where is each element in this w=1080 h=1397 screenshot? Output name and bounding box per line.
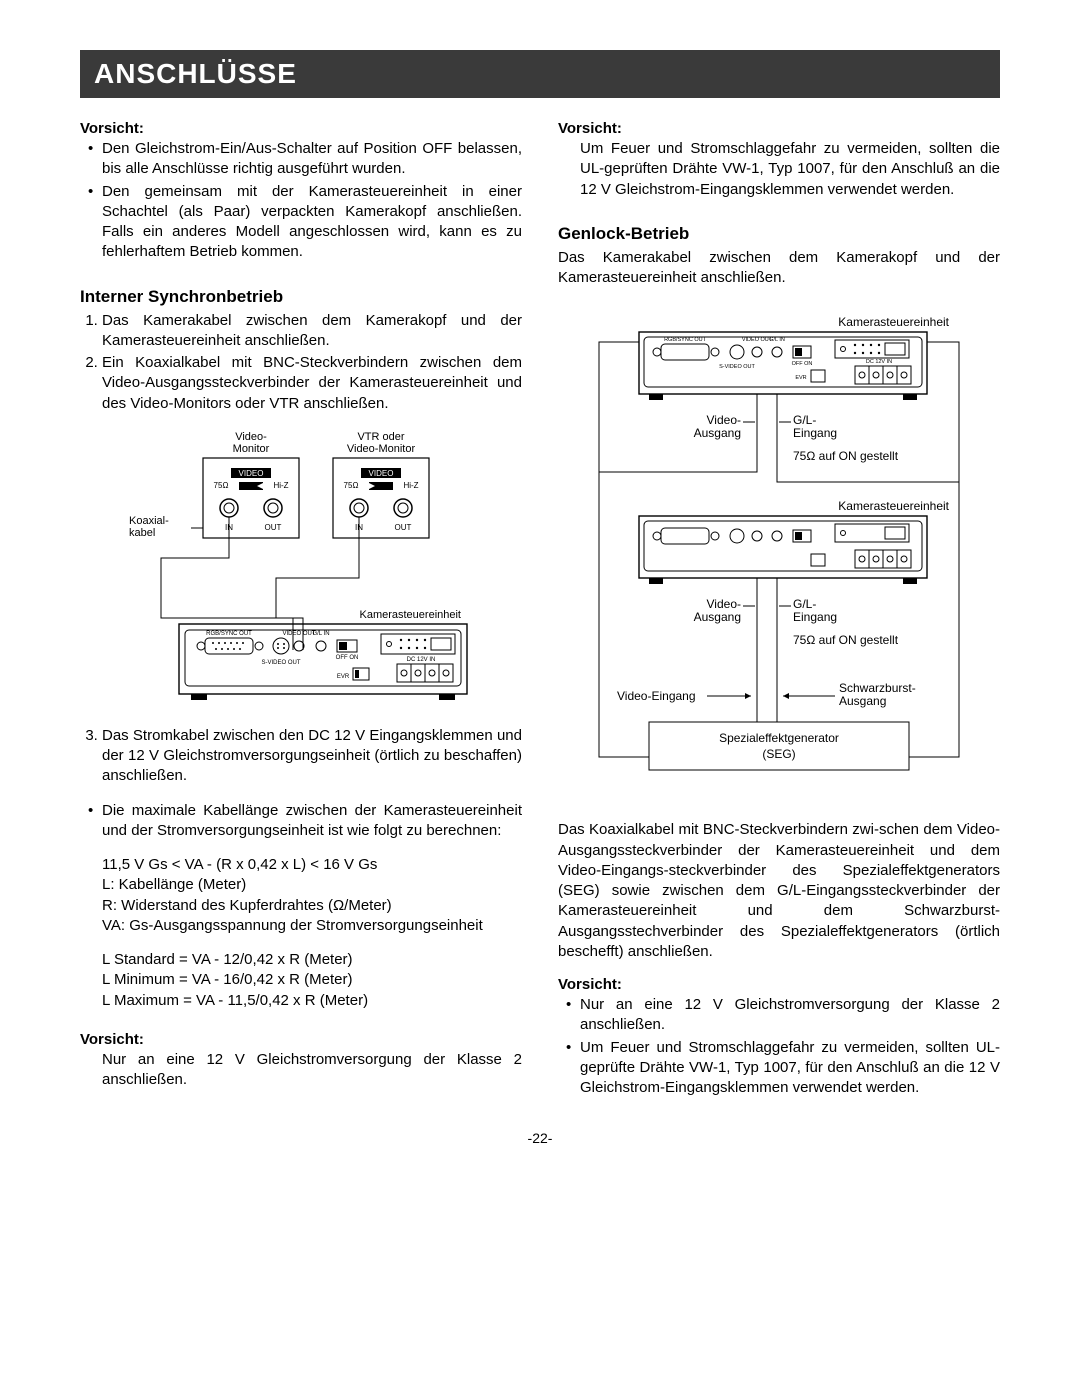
section-heading: Interner Synchronbetrieb xyxy=(80,287,522,307)
label-video-ausgang: Video-Ausgang xyxy=(694,413,741,440)
label-75-on: 75Ω auf ON gestellt xyxy=(793,633,899,647)
label-ccu: Kamerasteuereinheit xyxy=(838,315,949,329)
label-video-ausgang: Video-Ausgang xyxy=(694,597,741,624)
length-line: L Maximum = VA - 11,5/0,42 x R (Meter) xyxy=(102,991,522,1011)
caution-label: Vorsicht: xyxy=(80,120,522,137)
page-title: ANSCHLÜSSE xyxy=(94,58,986,90)
step-item: Das Kamerakabel zwischen dem Kamerakopf … xyxy=(102,311,522,352)
label-video-monitor: Video-Monitor xyxy=(233,431,270,455)
svg-text:RGB/SYNC OUT: RGB/SYNC OUT xyxy=(664,337,707,343)
step-list: Das Kamerakabel zwischen dem Kamerakopf … xyxy=(80,311,522,414)
left-column: Vorsicht: Den Gleichstrom-Ein/Aus-Schalt… xyxy=(80,120,522,1100)
content-columns: Vorsicht: Den Gleichstrom-Ein/Aus-Schalt… xyxy=(80,120,1000,1100)
section-heading: Genlock-Betrieb xyxy=(558,224,1000,244)
label-gl-eingang: G/L-Eingang xyxy=(793,413,837,440)
label-offon: OFF ON xyxy=(336,655,359,661)
formula-line: 11,5 V Gs < VA - (R x 0,42 x L) < 16 V G… xyxy=(102,855,522,875)
length-line: L Minimum = VA - 16/0,42 x R (Meter) xyxy=(102,970,522,990)
cable-note: Die maximale Kabellänge zwischen der Kam… xyxy=(80,801,522,842)
page-number: -22- xyxy=(80,1130,1000,1146)
caution-text: Nur an eine 12 V Gleichstromversorgung d… xyxy=(80,1050,522,1091)
ccu-unit-1: RGB/SYNC OUT S-VIDEO OUT VIDEO OUT G/L I… xyxy=(639,332,927,400)
label-hiz: Hi-Z xyxy=(403,481,418,490)
label-svideo: S-VIDEO OUT xyxy=(261,660,300,666)
label-schwarzburst: Schwarzburst-Ausgang xyxy=(839,681,916,708)
formula-block: 11,5 V Gs < VA - (R x 0,42 x L) < 16 V G… xyxy=(80,855,522,916)
svg-text:S-VIDEO OUT: S-VIDEO OUT xyxy=(719,364,755,370)
step-item: Das Stromkabel zwischen den DC 12 V Eing… xyxy=(102,726,522,787)
cable-note-item: Die maximale Kabellänge zwischen der Kam… xyxy=(102,801,522,842)
label-hiz: Hi-Z xyxy=(273,481,288,490)
svg-text:G/L IN: G/L IN xyxy=(769,337,785,343)
label-ccu: Kamerasteuereinheit xyxy=(838,499,949,513)
label-koaxial: Koaxial-kabel xyxy=(129,515,169,539)
caution-label: Vorsicht: xyxy=(558,976,1000,993)
label-out: OUT xyxy=(265,523,282,532)
svg-text:EVR: EVR xyxy=(795,375,806,381)
diagram-genlock: Kamerasteuereinheit xyxy=(558,302,1000,802)
label-75-on: 75Ω auf ON gestellt xyxy=(793,449,899,463)
intro-text: Das Kamerakabel zwischen dem Kamerakopf … xyxy=(558,248,1000,289)
formula-line: L: Kabellänge (Meter) xyxy=(102,875,522,895)
diagram-internal-sync: Video-Monitor VTR oderVideo-Monitor VIDE… xyxy=(80,428,522,708)
formula-line: R: Widerstand des Kupferdrahtes (Ω/Meter… xyxy=(102,896,522,916)
caution-text: Um Feuer und Stromschlaggefahr zu vermei… xyxy=(558,139,1000,200)
step-list-cont: Das Stromkabel zwischen den DC 12 V Eing… xyxy=(80,726,522,787)
label-vtr-monitor: VTR oderVideo-Monitor xyxy=(347,431,416,455)
svg-text:VIDEO OUT: VIDEO OUT xyxy=(742,337,773,343)
title-bar: ANSCHLÜSSE xyxy=(80,50,1000,98)
label-out: OUT xyxy=(395,523,412,532)
svg-text:OFF ON: OFF ON xyxy=(792,361,813,367)
step-item: Ein Koaxialkabel mit BNC-Steckverbindern… xyxy=(102,353,522,414)
label-seg: Spezialeffektgenerator xyxy=(719,731,839,745)
ccu-unit: RGB/SYNC OUT S-VIDEO OUT VIDEO OUT G/L I… xyxy=(179,624,467,700)
caution-item: Nur an eine 12 V Gleichstromversorgung d… xyxy=(580,995,1000,1036)
right-column: Vorsicht: Um Feuer und Stromschlaggefahr… xyxy=(558,120,1000,1100)
label-video-eingang: Video-Eingang xyxy=(617,689,696,703)
label-ccu: Kamerasteuereinheit xyxy=(359,609,461,621)
caution-item: Um Feuer und Stromschlaggefahr zu vermei… xyxy=(580,1038,1000,1099)
label-evr: EVR xyxy=(337,674,350,680)
caution-item: Den gemeinsam mit der Kamerasteuereinhei… xyxy=(102,182,522,263)
label-rgbsync: RGB/SYNC OUT xyxy=(206,631,252,637)
length-line: L Standard = VA - 12/0,42 x R (Meter) xyxy=(102,950,522,970)
length-block: L Standard = VA - 12/0,42 x R (Meter) L … xyxy=(80,950,522,1011)
label-video: VIDEO xyxy=(369,469,394,478)
caution-list: Den Gleichstrom-Ein/Aus-Schalter auf Pos… xyxy=(80,139,522,263)
label-75ohm: 75Ω xyxy=(344,481,359,490)
caution-label: Vorsicht: xyxy=(558,120,1000,137)
caution-item: Den Gleichstrom-Ein/Aus-Schalter auf Pos… xyxy=(102,139,522,180)
label-videoout: VIDEO OUT xyxy=(282,631,315,637)
genlock-body: Das Koaxialkabel mit BNC-Steckverbindern… xyxy=(558,820,1000,962)
caution-list: Nur an eine 12 V Gleichstromversorgung d… xyxy=(558,995,1000,1098)
label-seg2: (SEG) xyxy=(762,747,795,761)
formula-line: VA: Gs-Ausgangsspannung der Stromversorg… xyxy=(80,916,522,936)
label-video: VIDEO xyxy=(239,469,264,478)
label-glin: G/L IN xyxy=(312,631,329,637)
caution-label: Vorsicht: xyxy=(80,1031,522,1048)
svg-text:DC 12V IN: DC 12V IN xyxy=(866,359,892,365)
label-75ohm: 75Ω xyxy=(214,481,229,490)
label-dc12v: DC 12V IN xyxy=(407,657,436,663)
ccu-unit-2 xyxy=(639,516,927,584)
label-gl-eingang: G/L-Eingang xyxy=(793,597,837,624)
